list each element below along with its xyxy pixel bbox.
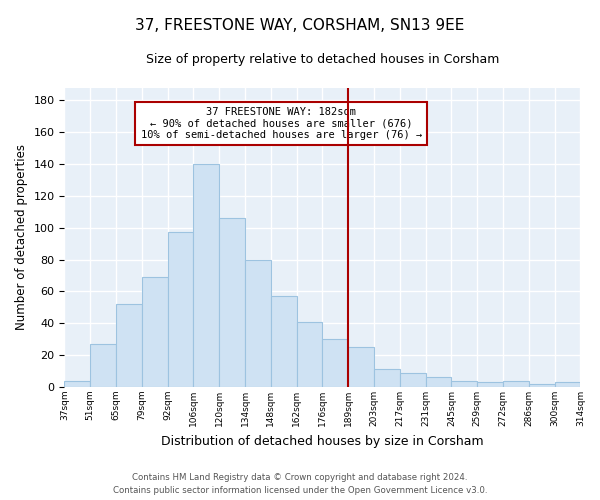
Text: 37, FREESTONE WAY, CORSHAM, SN13 9EE: 37, FREESTONE WAY, CORSHAM, SN13 9EE — [136, 18, 464, 32]
Text: Contains HM Land Registry data © Crown copyright and database right 2024.
Contai: Contains HM Land Registry data © Crown c… — [113, 473, 487, 495]
Bar — [477, 382, 503, 387]
Bar — [193, 164, 219, 387]
Bar — [64, 380, 90, 387]
Y-axis label: Number of detached properties: Number of detached properties — [15, 144, 28, 330]
Bar — [271, 296, 296, 387]
Bar — [503, 380, 529, 387]
Bar — [425, 378, 451, 387]
Bar — [348, 347, 374, 387]
Bar — [245, 260, 271, 387]
Bar — [451, 380, 477, 387]
Bar — [529, 384, 554, 387]
Bar — [296, 322, 322, 387]
X-axis label: Distribution of detached houses by size in Corsham: Distribution of detached houses by size … — [161, 434, 484, 448]
Title: Size of property relative to detached houses in Corsham: Size of property relative to detached ho… — [146, 52, 499, 66]
Text: 37 FREESTONE WAY: 182sqm
← 90% of detached houses are smaller (676)
10% of semi-: 37 FREESTONE WAY: 182sqm ← 90% of detach… — [140, 107, 422, 140]
Bar — [400, 372, 425, 387]
Bar — [374, 370, 400, 387]
Bar — [322, 339, 348, 387]
Bar — [219, 218, 245, 387]
Bar — [554, 382, 580, 387]
Bar — [116, 304, 142, 387]
Bar — [167, 232, 193, 387]
Bar — [142, 277, 167, 387]
Bar — [90, 344, 116, 387]
